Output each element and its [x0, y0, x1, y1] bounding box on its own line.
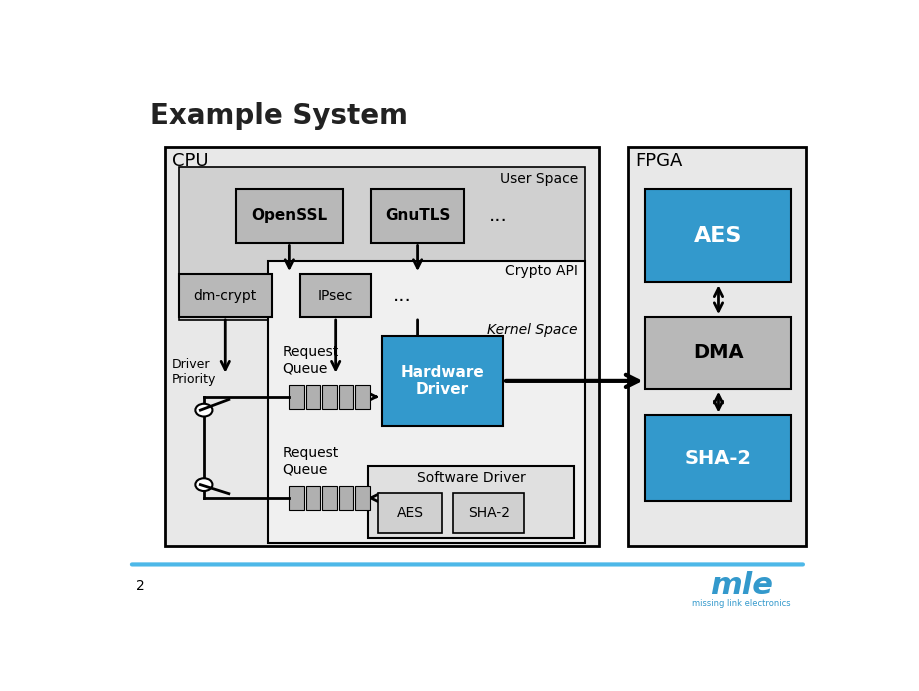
Bar: [379, 493, 443, 533]
Text: AES: AES: [694, 226, 743, 246]
Bar: [368, 466, 574, 538]
Text: Hardware
Driver: Hardware Driver: [401, 365, 484, 397]
Bar: [382, 336, 503, 426]
Bar: [338, 486, 353, 510]
Bar: [179, 167, 584, 321]
Bar: [179, 274, 272, 317]
Bar: [371, 189, 464, 243]
Text: User Space: User Space: [500, 172, 578, 186]
Text: OpenSSL: OpenSSL: [251, 209, 327, 223]
Text: Kernel Space: Kernel Space: [487, 323, 578, 337]
Bar: [338, 385, 353, 409]
Text: mle: mle: [710, 571, 773, 600]
Bar: [323, 385, 337, 409]
Text: Driver
Priority: Driver Priority: [172, 358, 216, 386]
Text: 2: 2: [136, 579, 145, 593]
Circle shape: [196, 478, 212, 491]
Text: ...: ...: [392, 286, 412, 305]
Text: SHA-2: SHA-2: [685, 448, 752, 468]
Text: Request
Queue: Request Queue: [282, 446, 338, 477]
Text: Software Driver: Software Driver: [416, 471, 526, 485]
Text: CPU: CPU: [172, 152, 209, 170]
Bar: [268, 261, 585, 543]
Bar: [165, 146, 599, 546]
Text: Example System: Example System: [151, 102, 408, 129]
Text: IPsec: IPsec: [318, 289, 353, 303]
Bar: [355, 385, 369, 409]
Bar: [236, 189, 343, 243]
Bar: [355, 486, 369, 510]
Bar: [453, 493, 525, 533]
Text: Request
Queue: Request Queue: [282, 346, 338, 376]
Bar: [645, 415, 791, 500]
Text: GnuTLS: GnuTLS: [385, 209, 450, 223]
Bar: [300, 274, 371, 317]
Bar: [628, 146, 806, 546]
Text: ...: ...: [489, 207, 507, 225]
Text: AES: AES: [397, 506, 424, 520]
Bar: [289, 385, 304, 409]
Text: SHA-2: SHA-2: [468, 506, 510, 520]
Bar: [323, 486, 337, 510]
Bar: [306, 385, 321, 409]
Bar: [306, 486, 321, 510]
Text: Crypto API: Crypto API: [505, 264, 578, 278]
Text: dm-crypt: dm-crypt: [194, 289, 257, 303]
Text: missing link electronics: missing link electronics: [692, 599, 791, 608]
Text: FPGA: FPGA: [635, 152, 682, 170]
Bar: [645, 317, 791, 389]
Bar: [645, 189, 791, 283]
Bar: [289, 486, 304, 510]
Text: DMA: DMA: [693, 343, 743, 363]
Circle shape: [196, 404, 212, 417]
